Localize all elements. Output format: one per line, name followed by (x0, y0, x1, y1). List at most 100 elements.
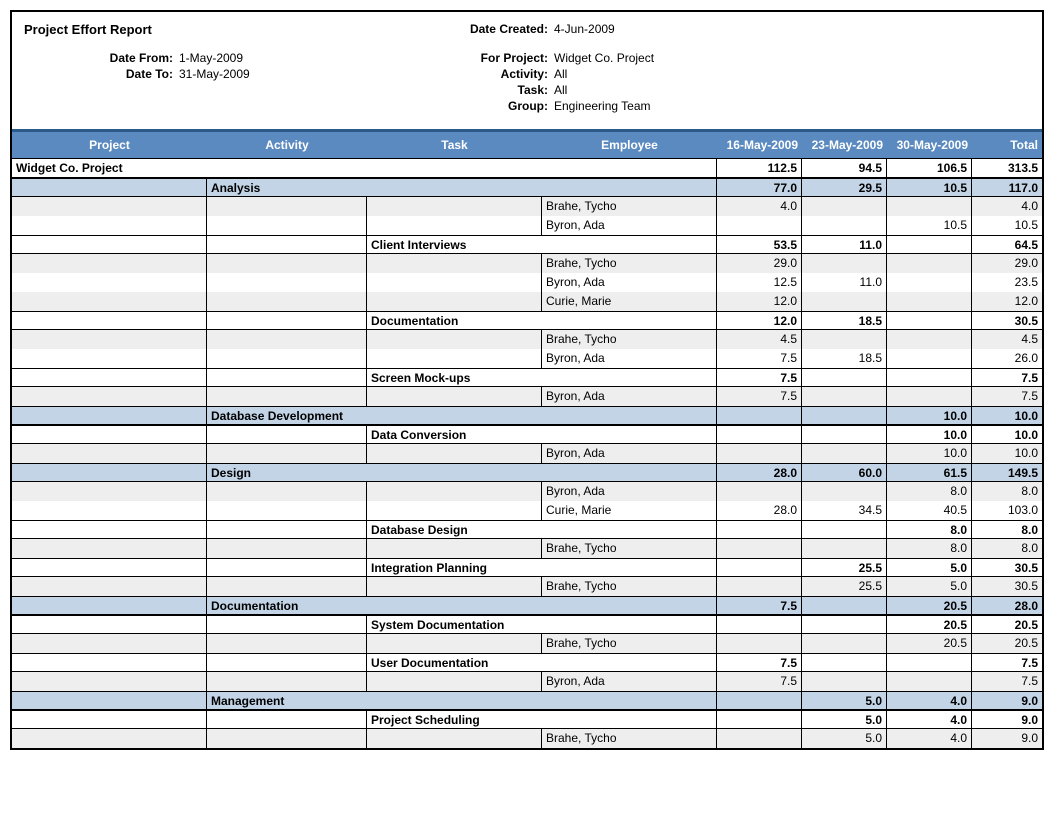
date-from-value: 1-May-2009 (179, 51, 243, 65)
val-d2: 25.5 (802, 559, 887, 576)
indent (12, 482, 207, 501)
table-row: Integration Planning25.55.030.5 (12, 558, 1042, 577)
date-created-label: Date Created: (444, 22, 554, 37)
val-total: 64.5 (972, 236, 1042, 253)
val-total: 149.5 (972, 464, 1042, 481)
indent (12, 672, 207, 691)
val-d1: 4.5 (717, 330, 802, 349)
employee-name: Byron, Ada (542, 482, 717, 501)
indent (207, 330, 367, 349)
indent (367, 387, 542, 406)
indent (367, 444, 542, 463)
indent (207, 273, 367, 292)
val-d1 (717, 521, 802, 538)
indent (12, 197, 207, 216)
val-d2: 94.5 (802, 159, 887, 177)
indent (12, 539, 207, 558)
val-d1: 28.0 (717, 501, 802, 520)
val-total: 10.0 (972, 426, 1042, 443)
val-total: 8.0 (972, 482, 1042, 501)
employee-name: Byron, Ada (542, 672, 717, 691)
indent (367, 216, 542, 235)
indent (12, 426, 207, 443)
val-d1: 28.0 (717, 464, 802, 481)
val-d2 (802, 634, 887, 653)
col-project: Project (12, 132, 207, 158)
val-d1 (717, 407, 802, 424)
val-d3: 10.0 (887, 444, 972, 463)
val-total: 103.0 (972, 501, 1042, 520)
val-total: 30.5 (972, 312, 1042, 329)
val-d1: 7.5 (717, 654, 802, 671)
indent (367, 254, 542, 273)
employee-name: Byron, Ada (542, 387, 717, 406)
indent (207, 672, 367, 691)
val-d2: 11.0 (802, 273, 887, 292)
project-label: Widget Co. Project (12, 159, 717, 177)
val-d2: 5.0 (802, 729, 887, 748)
employee-name: Byron, Ada (542, 216, 717, 235)
val-d2 (802, 672, 887, 691)
activity-filter-value: All (554, 67, 567, 81)
indent (12, 711, 207, 728)
val-d1: 12.5 (717, 273, 802, 292)
employee-name: Byron, Ada (542, 349, 717, 368)
val-d1 (717, 539, 802, 558)
val-d3: 5.0 (887, 577, 972, 596)
val-d3: 61.5 (887, 464, 972, 481)
val-d1: 7.5 (717, 387, 802, 406)
val-d2 (802, 254, 887, 273)
val-d2 (802, 216, 887, 235)
indent (207, 216, 367, 235)
val-d1: 12.0 (717, 292, 802, 311)
val-d1: 4.0 (717, 197, 802, 216)
table-row: Management5.04.09.0 (12, 691, 1042, 710)
val-d3: 20.5 (887, 616, 972, 633)
val-total: 4.0 (972, 197, 1042, 216)
indent (367, 539, 542, 558)
table-row: Analysis77.029.510.5117.0 (12, 178, 1042, 197)
val-d3 (887, 654, 972, 671)
val-total: 30.5 (972, 559, 1042, 576)
task-label: Integration Planning (367, 559, 717, 576)
val-total: 8.0 (972, 539, 1042, 558)
indent (367, 330, 542, 349)
val-d3 (887, 349, 972, 368)
activity-label: Design (207, 464, 717, 481)
val-d1 (717, 444, 802, 463)
date-to-value: 31-May-2009 (179, 67, 250, 81)
val-d2 (802, 369, 887, 386)
indent (207, 387, 367, 406)
employee-name: Brahe, Tycho (542, 577, 717, 596)
val-d3: 8.0 (887, 521, 972, 538)
date-created-value: 4-Jun-2009 (554, 22, 615, 37)
indent (207, 559, 367, 576)
indent (207, 482, 367, 501)
table-row: User Documentation7.57.5 (12, 653, 1042, 672)
indent (207, 426, 367, 443)
val-d1 (717, 729, 802, 748)
project-effort-report: Project Effort Report Date Created: 4-Ju… (10, 10, 1044, 750)
table-row: Screen Mock-ups7.57.5 (12, 368, 1042, 387)
group-filter-label: Group: (444, 99, 554, 113)
val-d1 (717, 426, 802, 443)
indent (12, 692, 207, 709)
activity-label: Management (207, 692, 717, 709)
indent (207, 729, 367, 748)
val-total: 7.5 (972, 672, 1042, 691)
val-d3: 40.5 (887, 501, 972, 520)
report-title: Project Effort Report (24, 22, 179, 37)
table-row: Design28.060.061.5149.5 (12, 463, 1042, 482)
indent (207, 312, 367, 329)
val-total: 23.5 (972, 273, 1042, 292)
task-label: Database Design (367, 521, 717, 538)
table-row: Project Scheduling5.04.09.0 (12, 710, 1042, 729)
activity-filter-label: Activity: (444, 67, 554, 81)
indent (12, 407, 207, 424)
val-d3 (887, 236, 972, 253)
indent (367, 273, 542, 292)
val-d3: 8.0 (887, 539, 972, 558)
val-total: 8.0 (972, 521, 1042, 538)
val-total: 117.0 (972, 179, 1042, 196)
col-total: Total (972, 132, 1042, 158)
